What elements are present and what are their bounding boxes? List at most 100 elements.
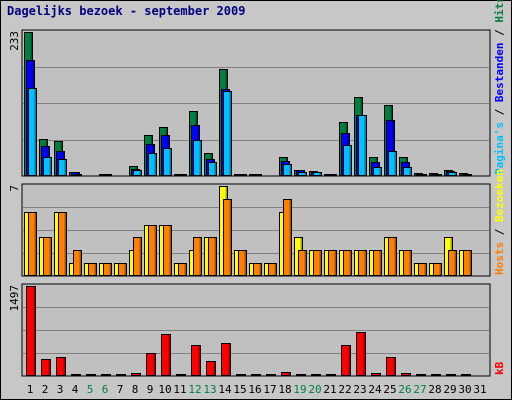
bar-shade-hosts-day-18 <box>289 200 291 275</box>
bar-pagina-s-day-15 <box>238 174 247 176</box>
x-tick-label: 31 <box>473 383 486 396</box>
bar-shade-pagina-s-day-29 <box>454 173 456 175</box>
bar-pagina-s-day-8 <box>133 170 142 176</box>
bar-shade-hosts-day-4 <box>79 251 81 275</box>
bar-pagina-s-day-3 <box>58 159 67 176</box>
bar-shade-kb-day-14 <box>228 344 230 375</box>
bar-kb-day-14 <box>221 343 231 376</box>
bar-hosts-day-16 <box>253 263 262 276</box>
bar-kb-day-2 <box>41 359 51 376</box>
side-label-hits: Hits <box>493 0 506 23</box>
bar-pagina-s-day-28 <box>433 174 442 176</box>
x-tick-label: 12 <box>188 383 201 396</box>
bar-shade-pagina-s-day-2 <box>49 158 51 175</box>
bar-shade-hosts-day-14 <box>229 200 231 275</box>
bar-hosts-day-29 <box>448 250 457 276</box>
bar-hosts-day-3 <box>58 212 67 276</box>
bar-kb-day-15 <box>236 374 246 376</box>
bar-pagina-s-day-12 <box>193 140 202 176</box>
x-tick-label: 3 <box>57 383 64 396</box>
bar-shade-kb-day-25 <box>393 358 395 375</box>
bar-kb-day-25 <box>386 357 396 376</box>
bar-shade-kb-day-2 <box>48 360 50 375</box>
bar-shade-kb-day-18 <box>288 373 290 375</box>
bar-shade-pagina-s-day-10 <box>169 149 171 175</box>
bar-shade-kb-day-22 <box>348 346 350 375</box>
bar-shade-hosts-day-23 <box>364 251 366 275</box>
bar-shade-hosts-day-10 <box>169 226 171 275</box>
bar-shade-hosts-day-24 <box>379 251 381 275</box>
bar-shade-pagina-s-day-8 <box>139 171 141 175</box>
bar-shade-pagina-s-day-19 <box>304 173 306 175</box>
bar-pagina-s-day-26 <box>403 167 412 176</box>
bar-shade-hosts-day-17 <box>274 264 276 275</box>
bar-shade-pagina-s-day-22 <box>349 146 351 175</box>
bar-kb-day-20 <box>311 374 321 376</box>
bar-hosts-day-23 <box>358 250 367 276</box>
bar-kb-day-19 <box>296 374 306 376</box>
panel-side-label: Pagina's / Bestanden / Hits <box>493 0 506 175</box>
bar-hosts-day-27 <box>418 263 427 276</box>
bar-pagina-s-day-19 <box>298 172 307 176</box>
bar-kb-day-7 <box>116 374 126 376</box>
bar-kb-day-4 <box>71 374 81 376</box>
x-tick-label: 2 <box>42 383 49 396</box>
bar-kb-day-23 <box>356 332 366 376</box>
bar-hosts-day-17 <box>268 263 277 276</box>
bar-pagina-s-day-16 <box>253 174 262 176</box>
bar-kb-day-5 <box>86 374 96 376</box>
x-tick-label: 27 <box>413 383 426 396</box>
x-tick-label: 26 <box>398 383 411 396</box>
bar-shade-kb-day-24 <box>378 374 380 375</box>
bar-shade-kb-day-9 <box>153 354 155 375</box>
bar-shade-kb-day-26 <box>408 374 410 375</box>
bar-hosts-day-2 <box>43 237 52 276</box>
bar-shade-pagina-s-day-26 <box>409 168 411 175</box>
bar-shade-pagina-s-day-23 <box>364 116 366 175</box>
x-tick-label: 13 <box>203 383 216 396</box>
bar-shade-hosts-day-5 <box>94 264 96 275</box>
bar-shade-pagina-s-day-1 <box>34 89 36 175</box>
bar-kb-day-18 <box>281 372 291 376</box>
bar-pagina-s-day-1 <box>28 88 37 176</box>
bar-shade-pagina-s-day-13 <box>214 163 216 175</box>
x-tick-label: 25 <box>383 383 396 396</box>
bar-pagina-s-day-25 <box>388 151 397 176</box>
bar-shade-pagina-s-day-3 <box>64 160 66 175</box>
side-label-separator: / <box>493 102 506 122</box>
bar-hosts-day-21 <box>328 250 337 276</box>
bar-hosts-day-6 <box>103 263 112 276</box>
bar-pagina-s-day-11 <box>178 174 187 176</box>
x-tick-label: 22 <box>338 383 351 396</box>
bar-shade-pagina-s-day-25 <box>394 152 396 175</box>
x-tick-label: 30 <box>458 383 471 396</box>
bar-shade-kb-day-1 <box>33 287 35 375</box>
bar-kb-day-12 <box>191 345 201 376</box>
bar-shade-pagina-s-day-14 <box>229 92 231 175</box>
bar-hosts-day-12 <box>193 237 202 276</box>
bar-shade-kb-day-23 <box>363 333 365 375</box>
x-tick-label: 21 <box>323 383 336 396</box>
x-tick-label: 7 <box>117 383 124 396</box>
side-label-separator: / <box>493 222 506 242</box>
bar-hosts-day-20 <box>313 250 322 276</box>
bar-shade-hosts-day-27 <box>424 264 426 275</box>
bar-shade-pagina-s-day-24 <box>379 168 381 175</box>
bar-kb-day-17 <box>266 374 276 376</box>
x-tick-label: 6 <box>102 383 109 396</box>
x-tick-label: 10 <box>158 383 171 396</box>
bar-kb-day-16 <box>251 374 261 376</box>
bar-shade-hosts-day-13 <box>214 238 216 275</box>
bar-hosts-day-4 <box>73 250 82 276</box>
bar-hosts-day-22 <box>343 250 352 276</box>
bar-shade-kb-day-10 <box>168 335 170 375</box>
bar-shade-hosts-day-28 <box>439 264 441 275</box>
bar-shade-hosts-day-20 <box>319 251 321 275</box>
bar-hosts-day-24 <box>373 250 382 276</box>
bar-hosts-day-18 <box>283 199 292 276</box>
bar-shade-hosts-day-1 <box>34 213 36 275</box>
panel-side-label: Hosts / Bezoeken <box>493 169 506 275</box>
bar-shade-hosts-day-7 <box>124 264 126 275</box>
bar-pagina-s-day-27 <box>418 174 427 176</box>
